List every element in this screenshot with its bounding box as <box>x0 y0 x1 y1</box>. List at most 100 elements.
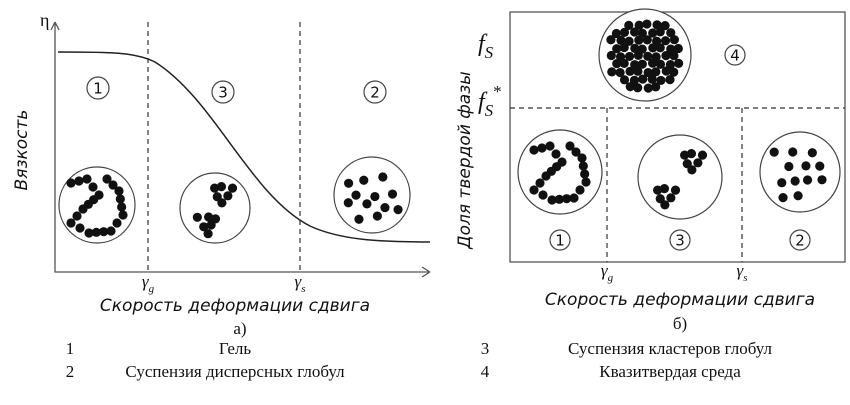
particle <box>569 193 578 202</box>
particle <box>801 161 810 170</box>
particle <box>351 191 360 200</box>
particle <box>228 184 237 193</box>
particle <box>74 176 83 185</box>
particle <box>665 75 674 84</box>
particle <box>223 191 232 200</box>
particle <box>535 178 544 187</box>
legend-number: 1 <box>66 339 75 358</box>
legend-number: 3 <box>481 339 490 358</box>
particle <box>362 199 371 208</box>
particle <box>537 143 546 152</box>
region-number: 1 <box>555 232 565 250</box>
x-title: Скорость деформации сдвига <box>545 290 815 310</box>
particle <box>116 194 125 203</box>
particle <box>643 35 652 44</box>
sample-circle <box>180 173 250 243</box>
legend-number: 2 <box>66 362 75 381</box>
legend-label: Квазитвердая среда <box>599 362 741 381</box>
particle <box>638 74 647 83</box>
legend-label: Гель <box>219 339 252 358</box>
particle <box>642 19 651 28</box>
particle <box>581 177 590 186</box>
figure: η Вязкость 1 3 2 γg γs Скорость деформац… <box>0 0 850 405</box>
particle <box>770 148 779 157</box>
x-title: Скорость деформации сдвига <box>100 296 370 316</box>
particle <box>625 67 634 76</box>
particle <box>660 184 669 193</box>
particle <box>791 176 800 185</box>
particle <box>541 171 550 180</box>
particle <box>102 174 111 183</box>
particle <box>66 178 75 187</box>
particle <box>698 151 707 160</box>
x-tick-label: γg <box>142 272 155 295</box>
y-title: Вязкость <box>12 110 32 191</box>
particle <box>687 165 696 174</box>
particle <box>538 190 547 199</box>
x-tick-label: γs <box>737 261 748 284</box>
particle <box>607 67 616 76</box>
particle <box>808 148 817 157</box>
particle <box>788 147 797 156</box>
particle <box>580 169 589 178</box>
particle <box>670 35 679 44</box>
particle <box>106 226 115 235</box>
particle <box>545 141 554 150</box>
particle <box>793 191 802 200</box>
particle <box>671 186 680 195</box>
particle <box>579 161 588 170</box>
particle <box>565 141 574 150</box>
region-number: 2 <box>370 84 380 102</box>
particle <box>817 175 826 184</box>
particle <box>203 229 212 238</box>
particle <box>620 59 629 68</box>
particle <box>633 67 642 76</box>
particle <box>388 189 397 198</box>
particle <box>344 198 353 207</box>
particle <box>648 59 657 68</box>
particle <box>630 27 639 36</box>
caption: б) <box>673 314 687 333</box>
sample-circle <box>760 132 840 212</box>
region-number: 1 <box>93 80 103 98</box>
y-tick-label: fS <box>478 31 494 63</box>
x-tick-label: γg <box>601 261 614 284</box>
region-number: 2 <box>795 232 805 250</box>
particle <box>620 28 629 37</box>
particle <box>193 213 202 222</box>
particle <box>607 51 616 60</box>
particle <box>815 162 824 171</box>
sample-circle <box>638 135 722 219</box>
particle <box>529 145 538 154</box>
region-number: 3 <box>218 84 228 102</box>
legend-number: 4 <box>481 362 490 381</box>
particle <box>359 176 368 185</box>
particle <box>370 192 379 201</box>
particle <box>112 218 121 227</box>
particle <box>784 162 793 171</box>
particle <box>606 35 615 44</box>
x-tick-label: γs <box>295 272 306 295</box>
particle <box>88 182 97 191</box>
particle <box>82 174 91 183</box>
particle <box>634 36 643 45</box>
particle <box>669 51 678 60</box>
particle <box>803 175 812 184</box>
particle <box>393 205 402 214</box>
particle <box>778 193 787 202</box>
particle <box>661 51 670 60</box>
particle <box>217 182 226 191</box>
particle <box>75 223 84 232</box>
particle <box>674 59 683 68</box>
particle <box>217 198 226 207</box>
y-symbol: η <box>40 10 49 30</box>
legend-label: Суспензия кластеров глобул <box>568 339 773 358</box>
particle <box>380 203 389 212</box>
particle <box>687 149 696 158</box>
particle <box>354 215 363 224</box>
y-title: Доля твердой фазы <box>455 71 475 249</box>
particle <box>373 211 382 220</box>
particle <box>66 218 75 227</box>
particle <box>529 185 538 194</box>
particle <box>207 220 216 229</box>
